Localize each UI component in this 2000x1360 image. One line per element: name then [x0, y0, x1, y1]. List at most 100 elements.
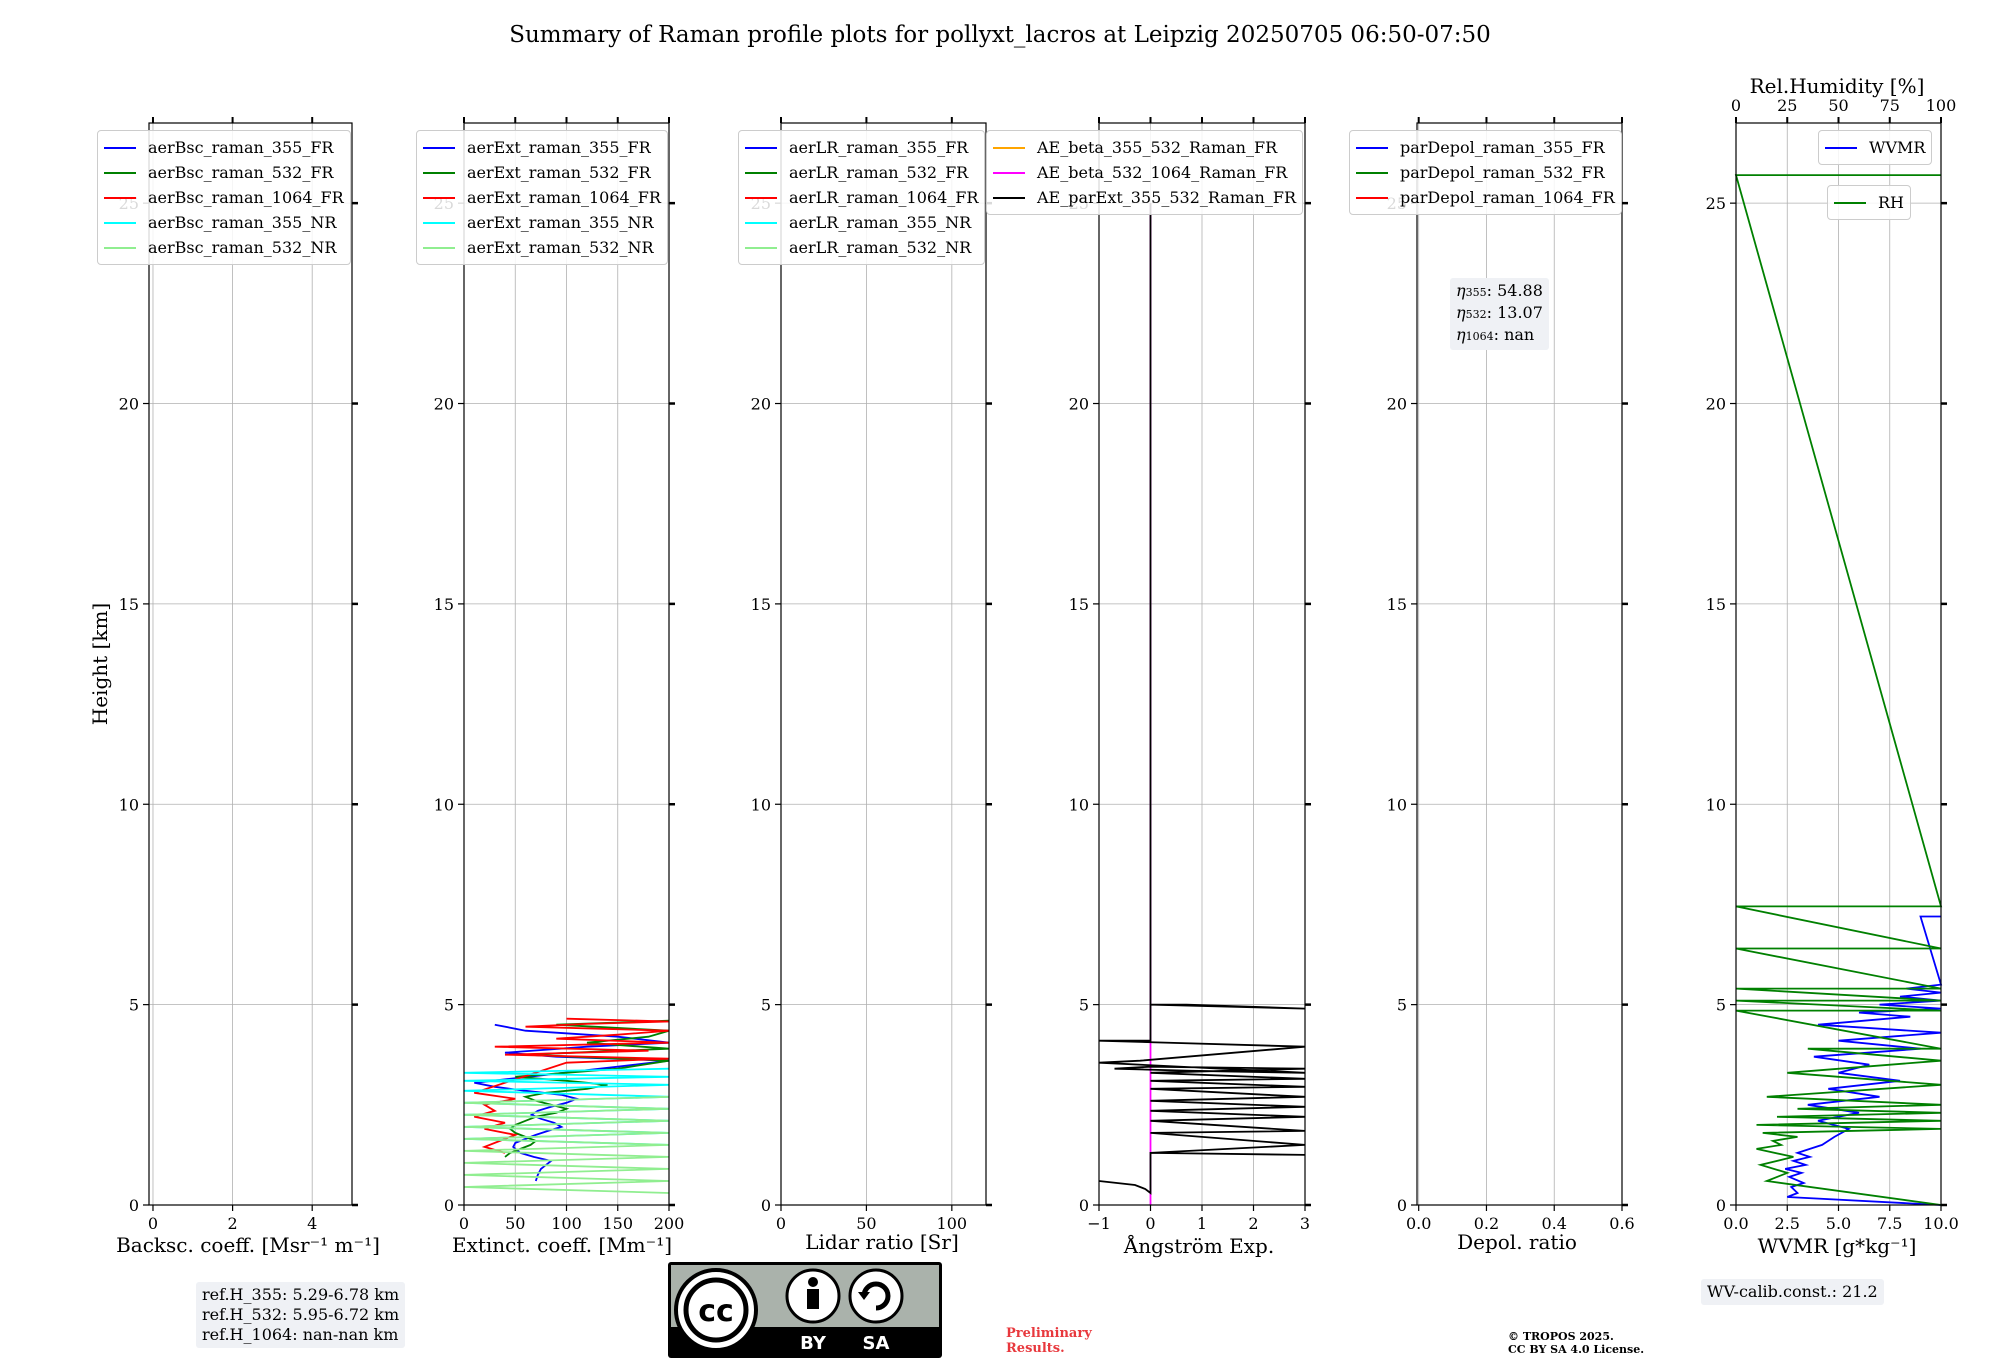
lidar-ratio-legend: aerLR_raman_355_FR aerLR_raman_532_FR ae…: [738, 130, 986, 265]
x-tick-label: 0.2: [1474, 1214, 1499, 1233]
series-line-AE_parExt_355_532_Raman_FR: [1098, 203, 1306, 1195]
legend-item: aerExt_raman_1064_FR: [423, 185, 661, 210]
x-tick-label: 150: [602, 1214, 633, 1233]
x-tick-label: 0.4: [1542, 1214, 1567, 1233]
legend-label: aerBsc_raman_532_FR: [148, 163, 334, 182]
legend-label: aerLR_raman_355_NR: [789, 213, 972, 232]
legend-label: WVMR: [1869, 138, 1926, 157]
legend-label: aerLR_raman_1064_FR: [789, 188, 979, 207]
y-tick-label: 15: [119, 595, 139, 614]
y-tick-label: 15: [434, 595, 454, 614]
legend-label: aerBsc_raman_1064_FR: [148, 188, 344, 207]
x-tick-label: 0: [1145, 1214, 1155, 1233]
y-tick-label: 0: [444, 1196, 454, 1215]
y-tick-label: 0: [129, 1196, 139, 1215]
legend-item: aerExt_raman_532_FR: [423, 160, 661, 185]
y-tick-label: 5: [1079, 996, 1089, 1015]
x-tick-label: 2.5: [1775, 1214, 1800, 1233]
y-tick-label: 25: [1706, 194, 1726, 213]
tropos-line-1: © TROPOS 2025.: [1508, 1330, 1614, 1343]
legend-label: AE_parExt_355_532_Raman_FR: [1037, 188, 1296, 207]
legend-item: aerExt_raman_532_NR: [423, 235, 661, 260]
y-tick-label: 10: [1387, 795, 1407, 814]
legend-item: parDepol_raman_532_FR: [1356, 160, 1615, 185]
y-tick-label: 15: [1387, 595, 1407, 614]
legend-label: parDepol_raman_532_FR: [1400, 163, 1605, 182]
x-tick-label: 50: [505, 1214, 525, 1233]
top-x-tick-label: 75: [1880, 96, 1900, 115]
legend-item: aerBsc_raman_355_FR: [104, 135, 344, 160]
legend-label: aerExt_raman_355_FR: [467, 138, 651, 157]
preliminary-note: Preliminary Results.: [1006, 1326, 1092, 1356]
y-tick-label: 20: [751, 395, 771, 414]
y-tick-label: 0: [1716, 1196, 1726, 1215]
wvmr-xlabel: WVMR [g*kg⁻¹]: [1757, 1234, 1917, 1258]
legend-item: aerLR_raman_532_NR: [745, 235, 978, 260]
x-tick-label: 200: [654, 1214, 685, 1233]
legend-item: aerLR_raman_355_NR: [745, 210, 978, 235]
legend-item: aerExt_raman_355_FR: [423, 135, 661, 160]
wvmr-legend: WVMR: [1818, 130, 1933, 165]
axes-frame: [1416, 122, 1623, 1206]
by-text: BY: [800, 1333, 827, 1354]
legend-label: aerLR_raman_532_FR: [789, 163, 969, 182]
backscatter-xlabel: Backsc. coeff. [Msr⁻¹ m⁻¹]: [116, 1233, 380, 1257]
ref-height-532: ref.H_532: 5.95-6.72 km: [202, 1305, 400, 1324]
legend-item: aerLR_raman_355_FR: [745, 135, 978, 160]
top-x-tick-label: 100: [1926, 96, 1957, 115]
legend-label: aerBsc_raman_355_NR: [148, 213, 337, 232]
x-tick-label: 0: [776, 1214, 786, 1233]
y-tick-label: 15: [751, 595, 771, 614]
lidar-ratio-xlabel: Lidar ratio [Sr]: [805, 1230, 959, 1254]
depol-xlabel: Depol. ratio: [1457, 1230, 1577, 1254]
x-tick-label: 4: [307, 1214, 317, 1233]
series-line-WVMR: [1784, 915, 1943, 1206]
cc-by-sa-logo: cc BY SA: [668, 1262, 942, 1358]
legend-item: aerBsc_raman_532_FR: [104, 160, 344, 185]
eta-box: η355: 54.88 η532: 13.07 η1064: nan: [1450, 278, 1549, 350]
angstrom-legend: AE_beta_355_532_Raman_FR AE_beta_532_106…: [986, 130, 1303, 215]
eta-355: η355: 54.88: [1456, 281, 1543, 300]
y-tick-label: 20: [1706, 395, 1726, 414]
series-line-aerExt_raman_1064_FR: [474, 1017, 670, 1154]
preliminary-line-2: Results.: [1006, 1341, 1065, 1356]
legend-item: parDepol_raman_355_FR: [1356, 135, 1615, 160]
top-x-tick-label: 50: [1828, 96, 1848, 115]
axes-frame: [780, 122, 987, 1206]
y-tick-label: 15: [1706, 595, 1726, 614]
legend-item: aerBsc_raman_1064_FR: [104, 185, 344, 210]
x-tick-label: 7.5: [1877, 1214, 1902, 1233]
y-tick-label: 0: [761, 1196, 771, 1215]
y-tick-label: 20: [1069, 395, 1089, 414]
legend-item: AE_beta_355_532_Raman_FR: [993, 135, 1296, 160]
x-tick-label: 50: [856, 1214, 876, 1233]
y-tick-label: 20: [434, 395, 454, 414]
legend-item: parDepol_raman_1064_FR: [1356, 185, 1615, 210]
legend-item: aerLR_raman_532_FR: [745, 160, 978, 185]
x-tick-label: 5.0: [1826, 1214, 1851, 1233]
legend-item: AE_parExt_355_532_Raman_FR: [993, 185, 1296, 210]
x-tick-label: 0.0: [1723, 1214, 1748, 1233]
ref-height-355: ref.H_355: 5.29-6.78 km: [202, 1285, 400, 1304]
y-tick-label: 5: [444, 996, 454, 1015]
y-tick-label: 5: [1397, 996, 1407, 1015]
axes-frame: [148, 122, 353, 1206]
extinction-xlabel: Extinct. coeff. [Mm⁻¹]: [451, 1233, 673, 1257]
legend-label: aerBsc_raman_532_NR: [148, 238, 337, 257]
legend-label: aerBsc_raman_355_FR: [148, 138, 334, 157]
tropos-line-2: CC BY SA 4.0 License.: [1508, 1343, 1645, 1356]
y-tick-label: 10: [751, 795, 771, 814]
y-tick-label: 10: [434, 795, 454, 814]
ref-height-1064: ref.H_1064: nan-nan km: [202, 1325, 399, 1344]
legend-label: aerExt_raman_532_NR: [467, 238, 654, 257]
x-tick-label: 0.0: [1406, 1214, 1431, 1233]
preliminary-line-1: Preliminary: [1006, 1326, 1092, 1341]
x-tick-label: 0: [459, 1214, 469, 1233]
legend-label: aerExt_raman_355_NR: [467, 213, 654, 232]
x-tick-label: 2: [1248, 1214, 1258, 1233]
x-tick-label: 100: [551, 1214, 582, 1233]
x-tick-label: 100: [937, 1214, 968, 1233]
top-x-tick-label: 0: [1731, 96, 1741, 115]
x-tick-label: 0: [148, 1214, 158, 1233]
tropos-copyright: © TROPOS 2025. CC BY SA 4.0 License.: [1508, 1330, 1644, 1356]
